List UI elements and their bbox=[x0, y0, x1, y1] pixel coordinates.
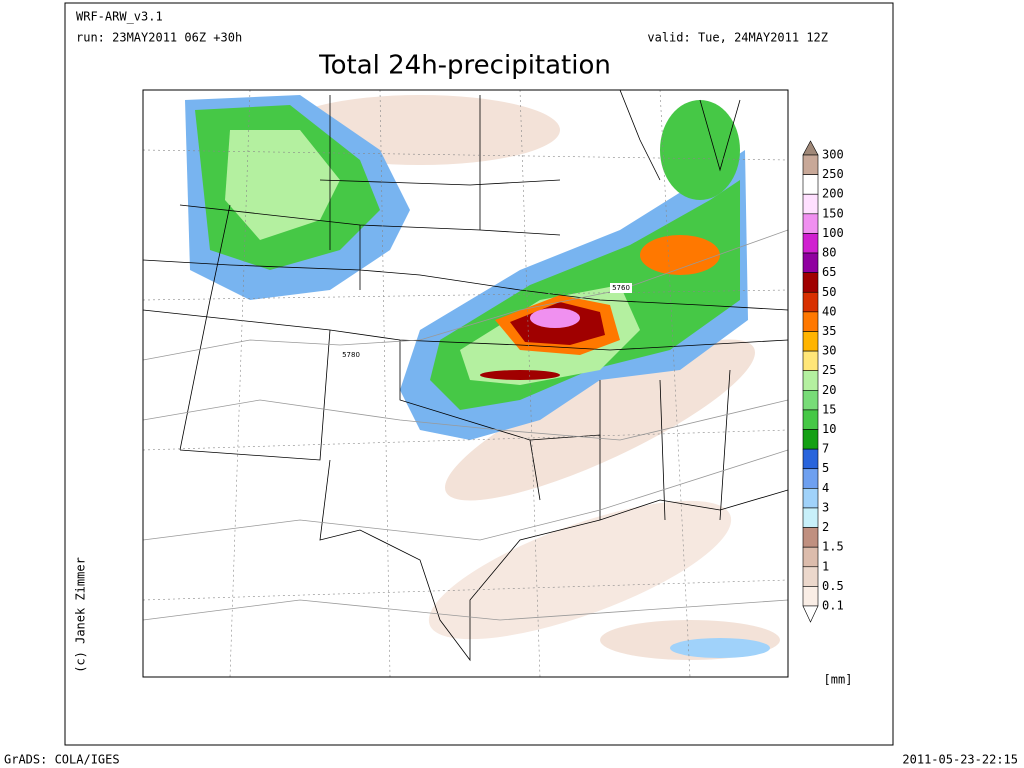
contour-label: 5780 bbox=[342, 351, 360, 359]
map: 5760 5780 bbox=[142, 89, 789, 678]
colorbar-label: 100 bbox=[822, 226, 844, 240]
colorbar-segment bbox=[802, 566, 819, 587]
colorbar-segment bbox=[802, 507, 819, 528]
map-title: Total 24h-precipitation bbox=[318, 51, 611, 81]
colorbar-label: 3 bbox=[822, 500, 829, 514]
colorbar-segment bbox=[802, 370, 819, 391]
colorbar-segment bbox=[802, 468, 819, 489]
colorbar-segment bbox=[802, 233, 819, 254]
geography-lines bbox=[143, 90, 788, 677]
colorbar-label: 40 bbox=[822, 304, 836, 318]
colorbar-segment bbox=[802, 546, 819, 568]
colorbar-segment bbox=[802, 527, 819, 548]
colorbar-segment bbox=[802, 409, 819, 430]
colorbar-label: 200 bbox=[822, 187, 844, 201]
colorbar-label: 2 bbox=[822, 520, 829, 534]
model-name: WRF-ARW_v3.1 bbox=[76, 10, 163, 24]
colorbar-label: 0.5 bbox=[822, 579, 844, 593]
credit: (c) Janek Zimmer bbox=[74, 557, 88, 673]
colorbar-label: 80 bbox=[822, 246, 836, 260]
colorbar-label: 30 bbox=[822, 344, 836, 358]
colorbar-label: 250 bbox=[822, 167, 844, 181]
colorbar-label: 1 bbox=[822, 559, 829, 573]
colorbar-label: 150 bbox=[822, 206, 844, 220]
colorbar-segment bbox=[802, 429, 819, 450]
colorbar-segment bbox=[802, 154, 819, 175]
colorbar-end bbox=[802, 140, 819, 156]
run-time: run: 23MAY2011 06Z +30h bbox=[76, 31, 242, 45]
colorbar-segment bbox=[802, 350, 819, 371]
map-border bbox=[142, 89, 789, 678]
frame bbox=[64, 2, 894, 746]
colorbar-segment bbox=[802, 174, 819, 195]
unit-label: [mm] bbox=[824, 673, 853, 687]
colorbar-label: 1.5 bbox=[822, 540, 844, 554]
colorbar-segment bbox=[802, 390, 819, 411]
colorbar-label: 25 bbox=[822, 363, 836, 377]
colorbar-label: 35 bbox=[822, 324, 836, 338]
colorbar-segment bbox=[802, 193, 819, 215]
colorbar-segment bbox=[802, 331, 819, 352]
colorbar-label: 5 bbox=[822, 461, 829, 475]
colorbar-label: 4 bbox=[822, 481, 829, 495]
colorbar-label: 300 bbox=[822, 148, 844, 162]
colorbar-label: 65 bbox=[822, 265, 836, 279]
precipitation-field bbox=[185, 95, 780, 660]
colorbar-segment bbox=[802, 291, 819, 313]
footer-left: GrADS: COLA/IGES bbox=[4, 753, 120, 767]
colorbar-segment bbox=[802, 586, 819, 607]
colorbar-label: 20 bbox=[822, 383, 836, 397]
colorbar-segment bbox=[802, 272, 819, 293]
colorbar-label: 15 bbox=[822, 402, 836, 416]
colorbar-label: 50 bbox=[822, 285, 836, 299]
colorbar-segment bbox=[802, 448, 819, 470]
colorbar-segment bbox=[802, 252, 819, 273]
colorbar-end bbox=[802, 605, 819, 623]
colorbar: 300 250 200 150 100 80 65 50 40 35 30 25 20 15 10 7 5 4 3 2… bbox=[802, 140, 844, 623]
colorbar-label: 7 bbox=[822, 442, 829, 456]
colorbar-label: 0.1 bbox=[822, 599, 844, 613]
colorbar-segment bbox=[802, 488, 819, 509]
colorbar-label: 10 bbox=[822, 422, 836, 436]
contour-label: 5760 bbox=[612, 284, 630, 292]
colorbar-segment bbox=[802, 213, 819, 234]
valid-time: valid: Tue, 24MAY2011 12Z bbox=[647, 31, 828, 45]
colorbar-segment bbox=[802, 311, 819, 332]
footer-right: 2011-05-23-22:15 bbox=[902, 753, 1018, 767]
